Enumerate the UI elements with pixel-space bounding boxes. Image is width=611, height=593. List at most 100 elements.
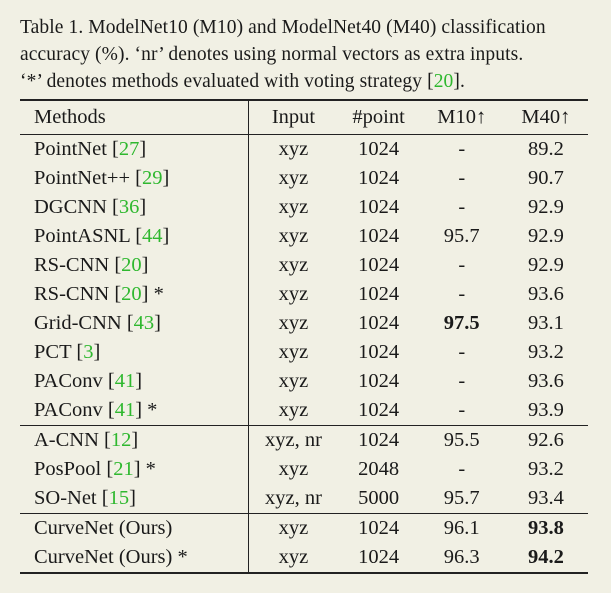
input-cell: xyz xyxy=(278,225,309,247)
voting-star: * xyxy=(140,458,156,480)
point-cell: 1024 xyxy=(337,513,420,543)
citation-link[interactable]: 41 xyxy=(114,370,136,392)
input-cell: xyz, nr xyxy=(248,425,338,455)
method-name: DGCNN xyxy=(34,196,113,218)
input-cell: xyz xyxy=(278,370,309,392)
citation-link[interactable]: 3 xyxy=(83,341,94,363)
caption-line-3: ‘*’ denotes methods evaluated with votin… xyxy=(20,68,598,95)
method-name: RS-CNN xyxy=(34,283,115,305)
input-cell: xyz xyxy=(278,254,309,276)
point-cell: 1024 xyxy=(358,341,400,363)
row-group-1: PointNet [27] xyz 1024 - 89.2 PointNet++ [29]… xyxy=(20,134,588,426)
table-header: Methods Input #point M10↑ M40↑ xyxy=(20,99,588,135)
method-cell: CurveNet (Ours) * xyxy=(20,543,250,574)
m40-cell: 90.7 xyxy=(527,167,564,189)
method-name: CurveNet (Ours) xyxy=(34,517,173,539)
m40-cell: 94.2 xyxy=(503,543,588,574)
method-cell: A-CNN [12] xyxy=(20,425,250,455)
method-cell: PointNet [27] xyxy=(20,134,250,164)
voting-star: * xyxy=(172,546,188,568)
method-cell: PointNet++ [29] xyxy=(20,164,250,193)
m40-cell: 89.2 xyxy=(527,138,564,160)
citation-link[interactable]: 36 xyxy=(118,196,140,218)
bracket-open: [ xyxy=(104,429,111,451)
header-m40: M40↑ xyxy=(503,99,588,135)
caption-line-3-text: ‘*’ denotes methods evaluated with votin… xyxy=(20,71,434,92)
bracket-open: [ xyxy=(135,167,142,189)
bracket-open: [ xyxy=(106,458,114,480)
m40-cell: 92.9 xyxy=(527,225,564,247)
table-row: PAConv [41] xyz 1024 - 93.6 xyxy=(20,367,588,396)
bracket-open: [ xyxy=(107,399,115,421)
bracket-close: ] xyxy=(141,254,149,276)
method-name: RS-CNN xyxy=(34,254,115,276)
m10-cell: 95.7 xyxy=(443,487,480,509)
bracket-open: [ xyxy=(114,283,122,305)
citation-link[interactable]: 20 xyxy=(121,254,142,276)
citation-link[interactable]: 15 xyxy=(108,487,130,509)
citation-link[interactable]: 12 xyxy=(110,429,132,451)
m10-cell: 96.3 xyxy=(419,543,504,574)
point-cell: 5000 xyxy=(358,487,400,509)
citation-link[interactable]: 29 xyxy=(141,167,163,189)
table-row: RS-CNN [20] xyz 1024 - 92.9 xyxy=(20,251,588,280)
table-row: PosPool [21] * xyz 2048 - 93.2 xyxy=(20,455,588,484)
m40-cell: 93.6 xyxy=(527,370,564,392)
citation-link[interactable]: 44 xyxy=(142,225,163,247)
m10-cell: - xyxy=(458,196,466,218)
header-methods: Methods xyxy=(20,99,250,135)
bracket-close: ] xyxy=(141,283,149,305)
method-name: PointNet++ xyxy=(34,167,136,189)
m40-cell: 93.8 xyxy=(503,513,588,543)
m10-cell: 97.5 xyxy=(443,312,480,334)
table-row: PAConv [41] * xyz 1024 - 93.9 xyxy=(20,396,588,426)
bracket-close: ] xyxy=(135,399,143,421)
point-cell: 1024 xyxy=(358,225,400,247)
table-row: CurveNet (Ours) * xyz 1024 96.3 94.2 xyxy=(20,543,588,574)
citation-link[interactable]: 27 xyxy=(118,138,140,160)
point-cell: 1024 xyxy=(337,543,420,574)
bracket-open: [ xyxy=(114,254,122,276)
voting-star: * xyxy=(148,283,164,305)
citation-link[interactable]: 41 xyxy=(114,399,136,421)
citation-link[interactable]: 21 xyxy=(113,458,134,480)
table-row: RS-CNN [20] * xyz 1024 - 93.6 xyxy=(20,280,588,309)
bracket-open: [ xyxy=(107,370,115,392)
m10-cell: - xyxy=(458,341,466,363)
m40-cell: 93.6 xyxy=(527,283,564,305)
m10-cell: 96.1 xyxy=(419,513,504,543)
citation-link[interactable]: 43 xyxy=(133,312,155,334)
point-cell: 1024 xyxy=(358,196,400,218)
input-cell: xyz xyxy=(278,283,309,305)
bracket-close: ] xyxy=(162,167,170,189)
m10-cell: - xyxy=(458,254,466,276)
citation-link[interactable]: 20 xyxy=(121,283,142,305)
input-cell: xyz xyxy=(278,458,309,480)
method-name: PAConv xyxy=(34,399,108,421)
m40-cell: 93.9 xyxy=(527,399,564,421)
table-row: PointASNL [44] xyz 1024 95.7 92.9 xyxy=(20,222,588,251)
bracket-close: ] xyxy=(139,138,147,160)
m10-cell: - xyxy=(458,458,466,480)
input-cell: xyz xyxy=(248,543,338,574)
table-row: Grid-CNN [43] xyz 1024 97.5 93.1 xyxy=(20,309,588,338)
method-cell: PAConv [41] xyxy=(20,367,250,396)
row-group-2: A-CNN [12] xyz, nr 1024 95.5 92.6 PosPool [21… xyxy=(20,425,588,514)
input-cell: xyz xyxy=(248,513,338,543)
citation-link[interactable]: 20 xyxy=(433,71,454,92)
point-cell: 1024 xyxy=(358,399,400,421)
results-table: Methods Input #point M10↑ M40↑ PointNet … xyxy=(20,99,588,574)
table-row: PCT [3] xyz 1024 - 93.2 xyxy=(20,338,588,367)
method-name: A-CNN xyxy=(34,429,105,451)
method-name: PCT xyxy=(34,341,77,363)
table-row: PointNet++ [29] xyz 1024 - 90.7 xyxy=(20,164,588,193)
bracket-close: ] xyxy=(135,370,143,392)
bracket-close: ] xyxy=(131,429,139,451)
bracket-open: [ xyxy=(112,138,119,160)
bracket-close: ] xyxy=(129,487,136,509)
table-row: PointNet [27] xyz 1024 - 89.2 xyxy=(20,134,588,164)
bracket-close: ] xyxy=(162,225,170,247)
m40-cell: 93.4 xyxy=(527,487,564,509)
bracket-open: [ xyxy=(126,312,134,334)
